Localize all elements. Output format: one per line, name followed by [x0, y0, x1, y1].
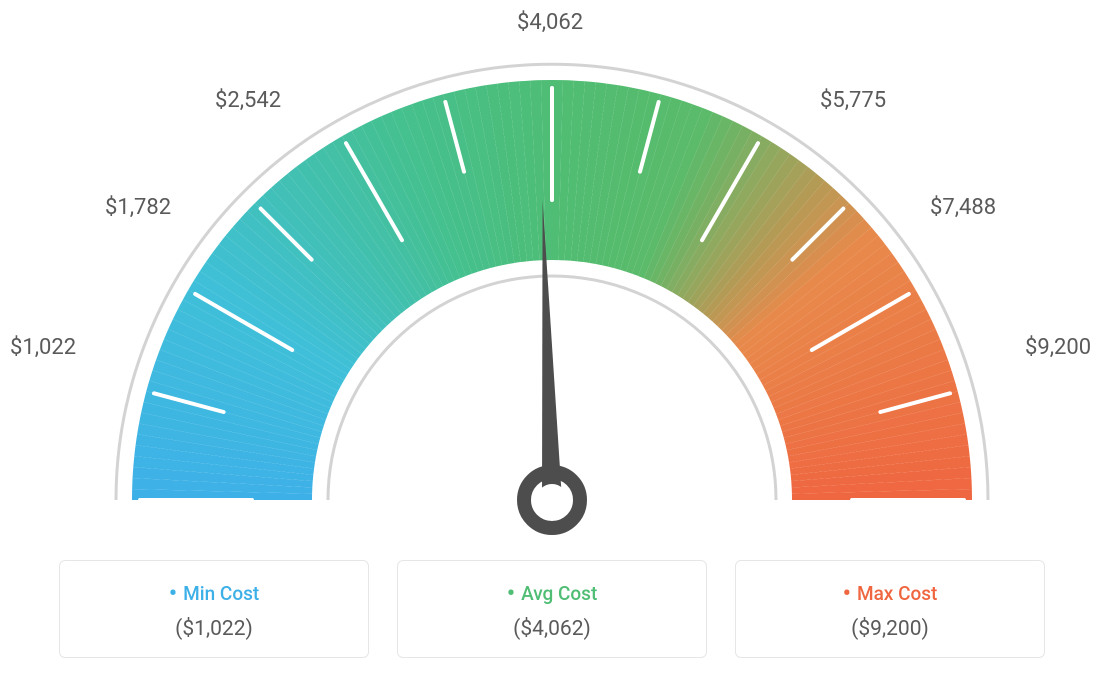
legend-title-avg: Avg Cost: [408, 579, 696, 607]
gauge-needle-hub-inner: [536, 484, 568, 516]
legend-box-avg: Avg Cost ($4,062): [397, 560, 707, 658]
legend-box-max: Max Cost ($9,200): [735, 560, 1045, 658]
legend-title-min: Min Cost: [70, 579, 358, 607]
gauge-tick-label-2: $2,542: [215, 88, 281, 113]
legend-value-avg: ($4,062): [408, 617, 696, 641]
gauge-tick-label-5: $7,488: [930, 195, 996, 220]
gauge-svg: [0, 0, 1104, 560]
legend-box-min: Min Cost ($1,022): [59, 560, 369, 658]
gauge-tick-label-3: $4,062: [517, 10, 583, 35]
legend-value-min: ($1,022): [70, 617, 358, 641]
gauge-chart: $1,022 $1,782 $2,542 $4,062 $5,775 $7,48…: [0, 0, 1104, 560]
legend-row: Min Cost ($1,022) Avg Cost ($4,062) Max …: [0, 560, 1104, 658]
gauge-tick-label-1: $1,782: [105, 195, 171, 220]
legend-value-max: ($9,200): [746, 617, 1034, 641]
gauge-tick-label-6: $9,200: [1025, 335, 1091, 360]
legend-title-max: Max Cost: [746, 579, 1034, 607]
gauge-tick-label-0: $1,022: [10, 335, 76, 360]
gauge-tick-label-4: $5,775: [820, 88, 886, 113]
